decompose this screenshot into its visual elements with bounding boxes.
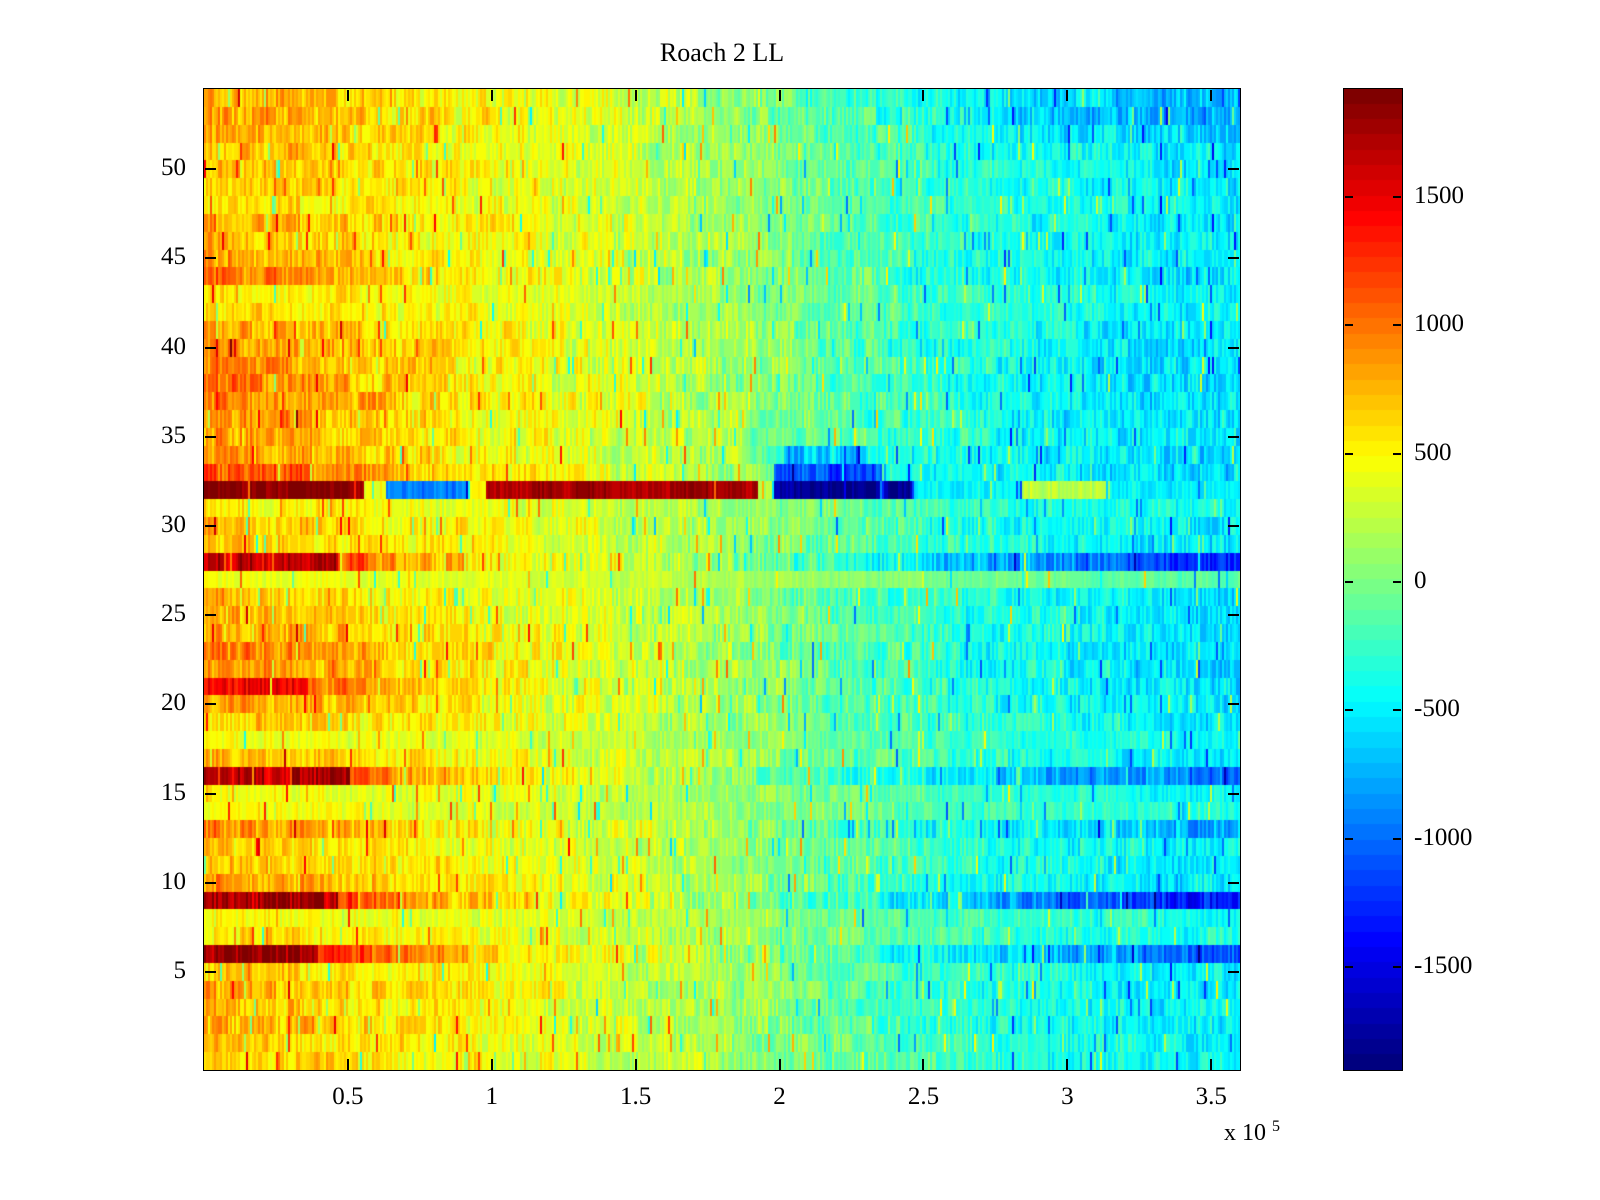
y-tick-label: 5 — [173, 956, 187, 984]
colorbar-tick-mark-right — [1393, 709, 1401, 712]
x-tick-mark — [346, 1059, 349, 1070]
x-tick-label: 0.5 — [332, 1083, 364, 1110]
x-tick-label: 2 — [773, 1083, 786, 1110]
colorbar-tick-mark — [1345, 966, 1353, 969]
x-tick-label: 3.5 — [1195, 1083, 1227, 1110]
heatmap-axes — [203, 88, 1241, 1071]
y-tick-label: 45 — [161, 243, 186, 271]
x-tick-mark — [1066, 1059, 1069, 1070]
colorbar-tick-mark-right — [1393, 195, 1401, 198]
colorbar-tick-label: -1000 — [1414, 823, 1473, 851]
x-tick-label: 1.5 — [620, 1083, 652, 1110]
colorbar-tick-mark-right — [1393, 324, 1401, 327]
y-tick-label: 30 — [161, 510, 186, 538]
x-tick-mark — [922, 1059, 925, 1070]
x-tick-label: 2.5 — [907, 1083, 940, 1110]
y-tick-label: 35 — [161, 421, 186, 449]
y-tick-mark-right — [1228, 970, 1239, 973]
y-tick-mark-right — [1228, 524, 1239, 527]
x-tick-label: 3 — [1061, 1083, 1074, 1110]
x-tick-label: 1 — [485, 1083, 499, 1110]
colorbar-canvas — [1344, 89, 1402, 1070]
y-tick-mark — [205, 792, 216, 795]
y-tick-mark — [205, 614, 216, 617]
y-tick-mark — [205, 257, 216, 260]
x-tick-mark-top — [490, 90, 493, 101]
colorbar-tick-mark-right — [1393, 837, 1401, 840]
colorbar-tick-mark-right — [1393, 452, 1401, 455]
colorbar-tick-mark — [1345, 581, 1353, 584]
x-axis-multiplier: x 10 5 — [1224, 1118, 1280, 1147]
x-tick-mark-top — [1210, 90, 1213, 101]
y-tick-mark-right — [1228, 614, 1239, 617]
x-tick-mark — [778, 1059, 781, 1070]
y-tick-label: 20 — [161, 689, 186, 717]
y-tick-mark-right — [1228, 703, 1239, 706]
colorbar-tick-mark-right — [1393, 966, 1401, 969]
y-tick-mark — [205, 970, 216, 973]
x-multiplier-base: x 10 — [1224, 1120, 1266, 1146]
x-tick-mark-top — [634, 90, 637, 101]
colorbar-tick-label: 1500 — [1414, 181, 1464, 209]
y-tick-label: 10 — [161, 867, 186, 895]
y-tick-mark — [205, 346, 216, 349]
x-tick-mark-top — [922, 90, 925, 101]
colorbar-tick-mark-right — [1393, 581, 1401, 584]
x-tick-mark-top — [778, 90, 781, 101]
colorbar-tick-label: -500 — [1414, 695, 1460, 723]
y-tick-label: 25 — [161, 600, 186, 628]
y-tick-mark-right — [1228, 346, 1239, 349]
y-tick-label: 15 — [161, 778, 186, 806]
x-tick-mark-top — [346, 90, 349, 101]
colorbar — [1343, 88, 1403, 1071]
colorbar-tick-mark — [1345, 452, 1353, 455]
colorbar-tick-mark — [1345, 324, 1353, 327]
colorbar-tick-mark — [1345, 709, 1353, 712]
colorbar-tick-label: 500 — [1414, 438, 1452, 466]
y-tick-mark — [205, 435, 216, 438]
y-tick-label: 40 — [161, 332, 186, 360]
colorbar-tick-label: 0 — [1414, 567, 1427, 595]
x-tick-mark — [490, 1059, 493, 1070]
y-tick-mark — [205, 524, 216, 527]
x-tick-mark-top — [1066, 90, 1069, 101]
y-tick-mark-right — [1228, 435, 1239, 438]
x-multiplier-exponent: 5 — [1272, 1118, 1280, 1135]
y-tick-mark — [205, 881, 216, 884]
heatmap-canvas — [204, 89, 1240, 1070]
y-tick-mark-right — [1228, 168, 1239, 171]
y-tick-mark-right — [1228, 792, 1239, 795]
x-tick-mark — [634, 1059, 637, 1070]
plot-title: Roach 2 LL — [659, 38, 785, 67]
y-tick-mark-right — [1228, 257, 1239, 260]
y-tick-mark — [205, 703, 216, 706]
y-tick-mark — [205, 168, 216, 171]
x-tick-mark — [1210, 1059, 1213, 1070]
y-tick-mark-right — [1228, 881, 1239, 884]
colorbar-tick-mark — [1345, 195, 1353, 198]
colorbar-tick-mark — [1345, 837, 1353, 840]
colorbar-tick-label: -1500 — [1414, 952, 1473, 980]
y-tick-label: 50 — [161, 154, 186, 182]
colorbar-tick-label: 1000 — [1414, 310, 1464, 338]
